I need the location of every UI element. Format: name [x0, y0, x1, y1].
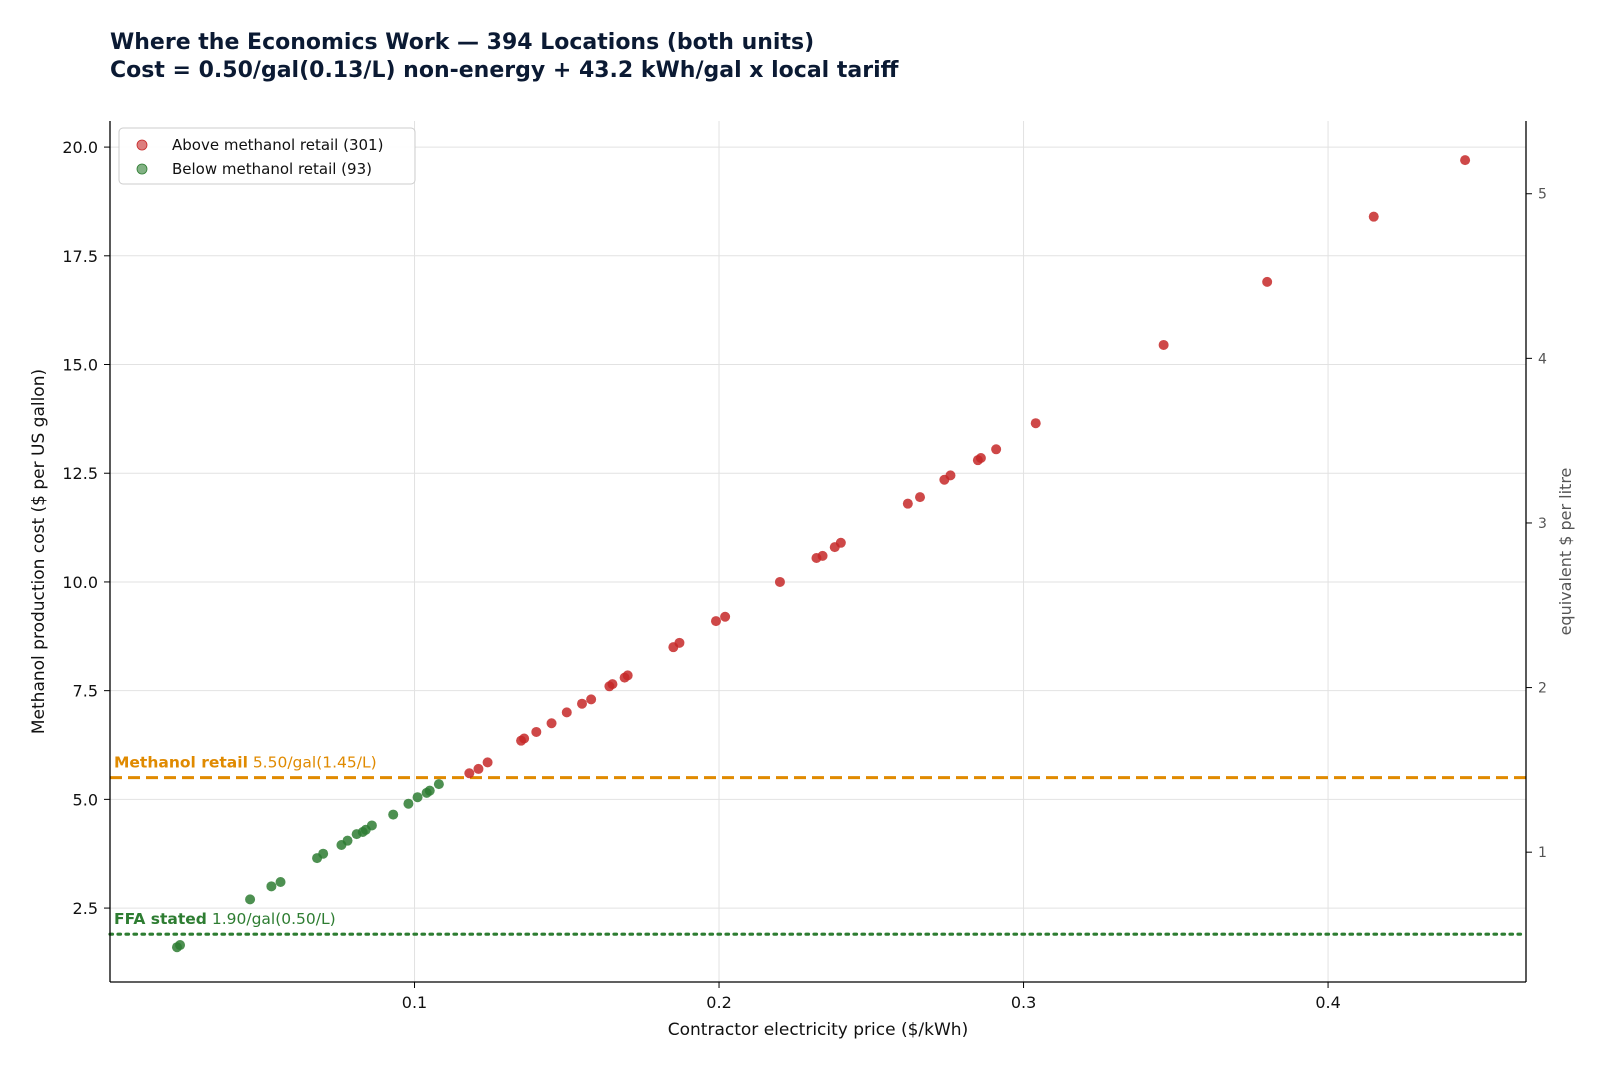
point-below-retail	[366, 820, 377, 831]
y2-tick-label: 2	[1538, 681, 1547, 697]
point-above-retail	[817, 550, 828, 561]
point-above-retail	[1262, 276, 1273, 287]
reference-label-bold: Methanol retail	[114, 754, 248, 772]
point-above-retail	[720, 611, 731, 622]
x-tick-label: 0.3	[1011, 993, 1036, 1012]
y2-tick-label: 1	[1538, 845, 1547, 861]
legend-box	[118, 127, 416, 185]
point-below-retail	[433, 779, 444, 790]
legend-marker-above	[136, 139, 148, 151]
y-tick-label: 10.0	[62, 573, 98, 592]
subtitle-bold-prefix: Cost =	[110, 58, 199, 83]
point-above-retail	[561, 707, 572, 718]
x-tick-label: 0.2	[706, 993, 731, 1012]
point-above-retail	[546, 718, 557, 729]
y-axis-label: Methanol production cost ($ per US gallo…	[29, 369, 49, 734]
legend: Above methanol retail (301) Below methano…	[118, 127, 416, 185]
y2-tick-label: 4	[1538, 351, 1547, 367]
y-tick-label: 12.5	[62, 464, 98, 483]
point-above-retail	[1030, 418, 1041, 429]
legend-marker-below	[136, 163, 148, 175]
point-below-retail	[318, 848, 329, 859]
point-below-retail	[266, 881, 277, 892]
y-tick-label: 7.5	[73, 682, 98, 701]
point-above-retail	[482, 757, 493, 768]
chart-subtitle: Cost = 0.50/gal(0.13/L) non-energy + 43.…	[110, 58, 898, 83]
point-below-retail	[412, 792, 423, 803]
point-above-retail	[710, 616, 721, 627]
point-above-retail	[1368, 211, 1379, 222]
point-above-retail	[774, 576, 785, 587]
y2-tick-label: 3	[1538, 516, 1547, 532]
point-above-retail	[902, 498, 913, 509]
reference-label-ffa-stated: FFA stated 1.90/gal(0.50/L)	[114, 910, 336, 928]
point-below-retail	[245, 894, 256, 905]
point-above-retail	[1158, 339, 1169, 350]
x-tick-label: 0.4	[1315, 993, 1340, 1012]
point-below-retail	[424, 785, 435, 796]
x-tick-label: 0.1	[402, 993, 427, 1012]
point-below-retail	[275, 876, 286, 887]
y-tick-label: 17.5	[62, 247, 98, 266]
y2-tick-label: 5	[1538, 187, 1547, 203]
reference-label-value: 5.50/gal(1.45/L)	[248, 754, 377, 772]
point-above-retail	[519, 733, 530, 744]
point-above-retail	[975, 453, 986, 464]
point-above-retail	[915, 492, 926, 503]
point-above-retail	[577, 698, 587, 709]
point-above-retail	[531, 726, 542, 737]
y-tick-label: 2.5	[73, 899, 98, 918]
point-below-retail	[388, 809, 399, 820]
x-axis-label: Contractor electricity price ($/kWh)	[668, 1020, 968, 1040]
legend-label-below: Below methanol retail (93)	[172, 160, 372, 178]
point-below-retail	[175, 940, 186, 951]
point-above-retail	[464, 768, 475, 779]
y-tick-label: 20.0	[62, 138, 98, 157]
point-above-retail	[1460, 155, 1471, 166]
reference-label-methanol-retail: Methanol retail 5.50/gal(1.45/L)	[114, 754, 377, 772]
y2-axis-label: equivalent $ per litre	[1556, 468, 1575, 636]
point-above-retail	[586, 694, 597, 705]
point-above-retail	[674, 637, 685, 648]
reference-label-value: 1.90/gal(0.50/L)	[207, 910, 336, 928]
point-above-retail	[991, 444, 1002, 455]
subtitle-rest: 0.50/gal(0.13/L) non-energy + 43.2 kWh/g…	[198, 58, 899, 83]
point-below-retail	[342, 835, 353, 846]
point-above-retail	[835, 537, 846, 548]
y-tick-label: 5.0	[73, 790, 98, 809]
point-above-retail	[945, 470, 956, 481]
point-above-retail	[607, 679, 618, 690]
reference-label-bold: FFA stated	[114, 910, 207, 928]
chart-title: Where the Economics Work — 394 Locations…	[110, 30, 815, 55]
point-above-retail	[622, 670, 633, 681]
y-tick-label: 15.0	[62, 356, 98, 375]
point-below-retail	[403, 798, 414, 809]
legend-label-above: Above methanol retail (301)	[172, 136, 383, 154]
point-above-retail	[473, 763, 484, 774]
